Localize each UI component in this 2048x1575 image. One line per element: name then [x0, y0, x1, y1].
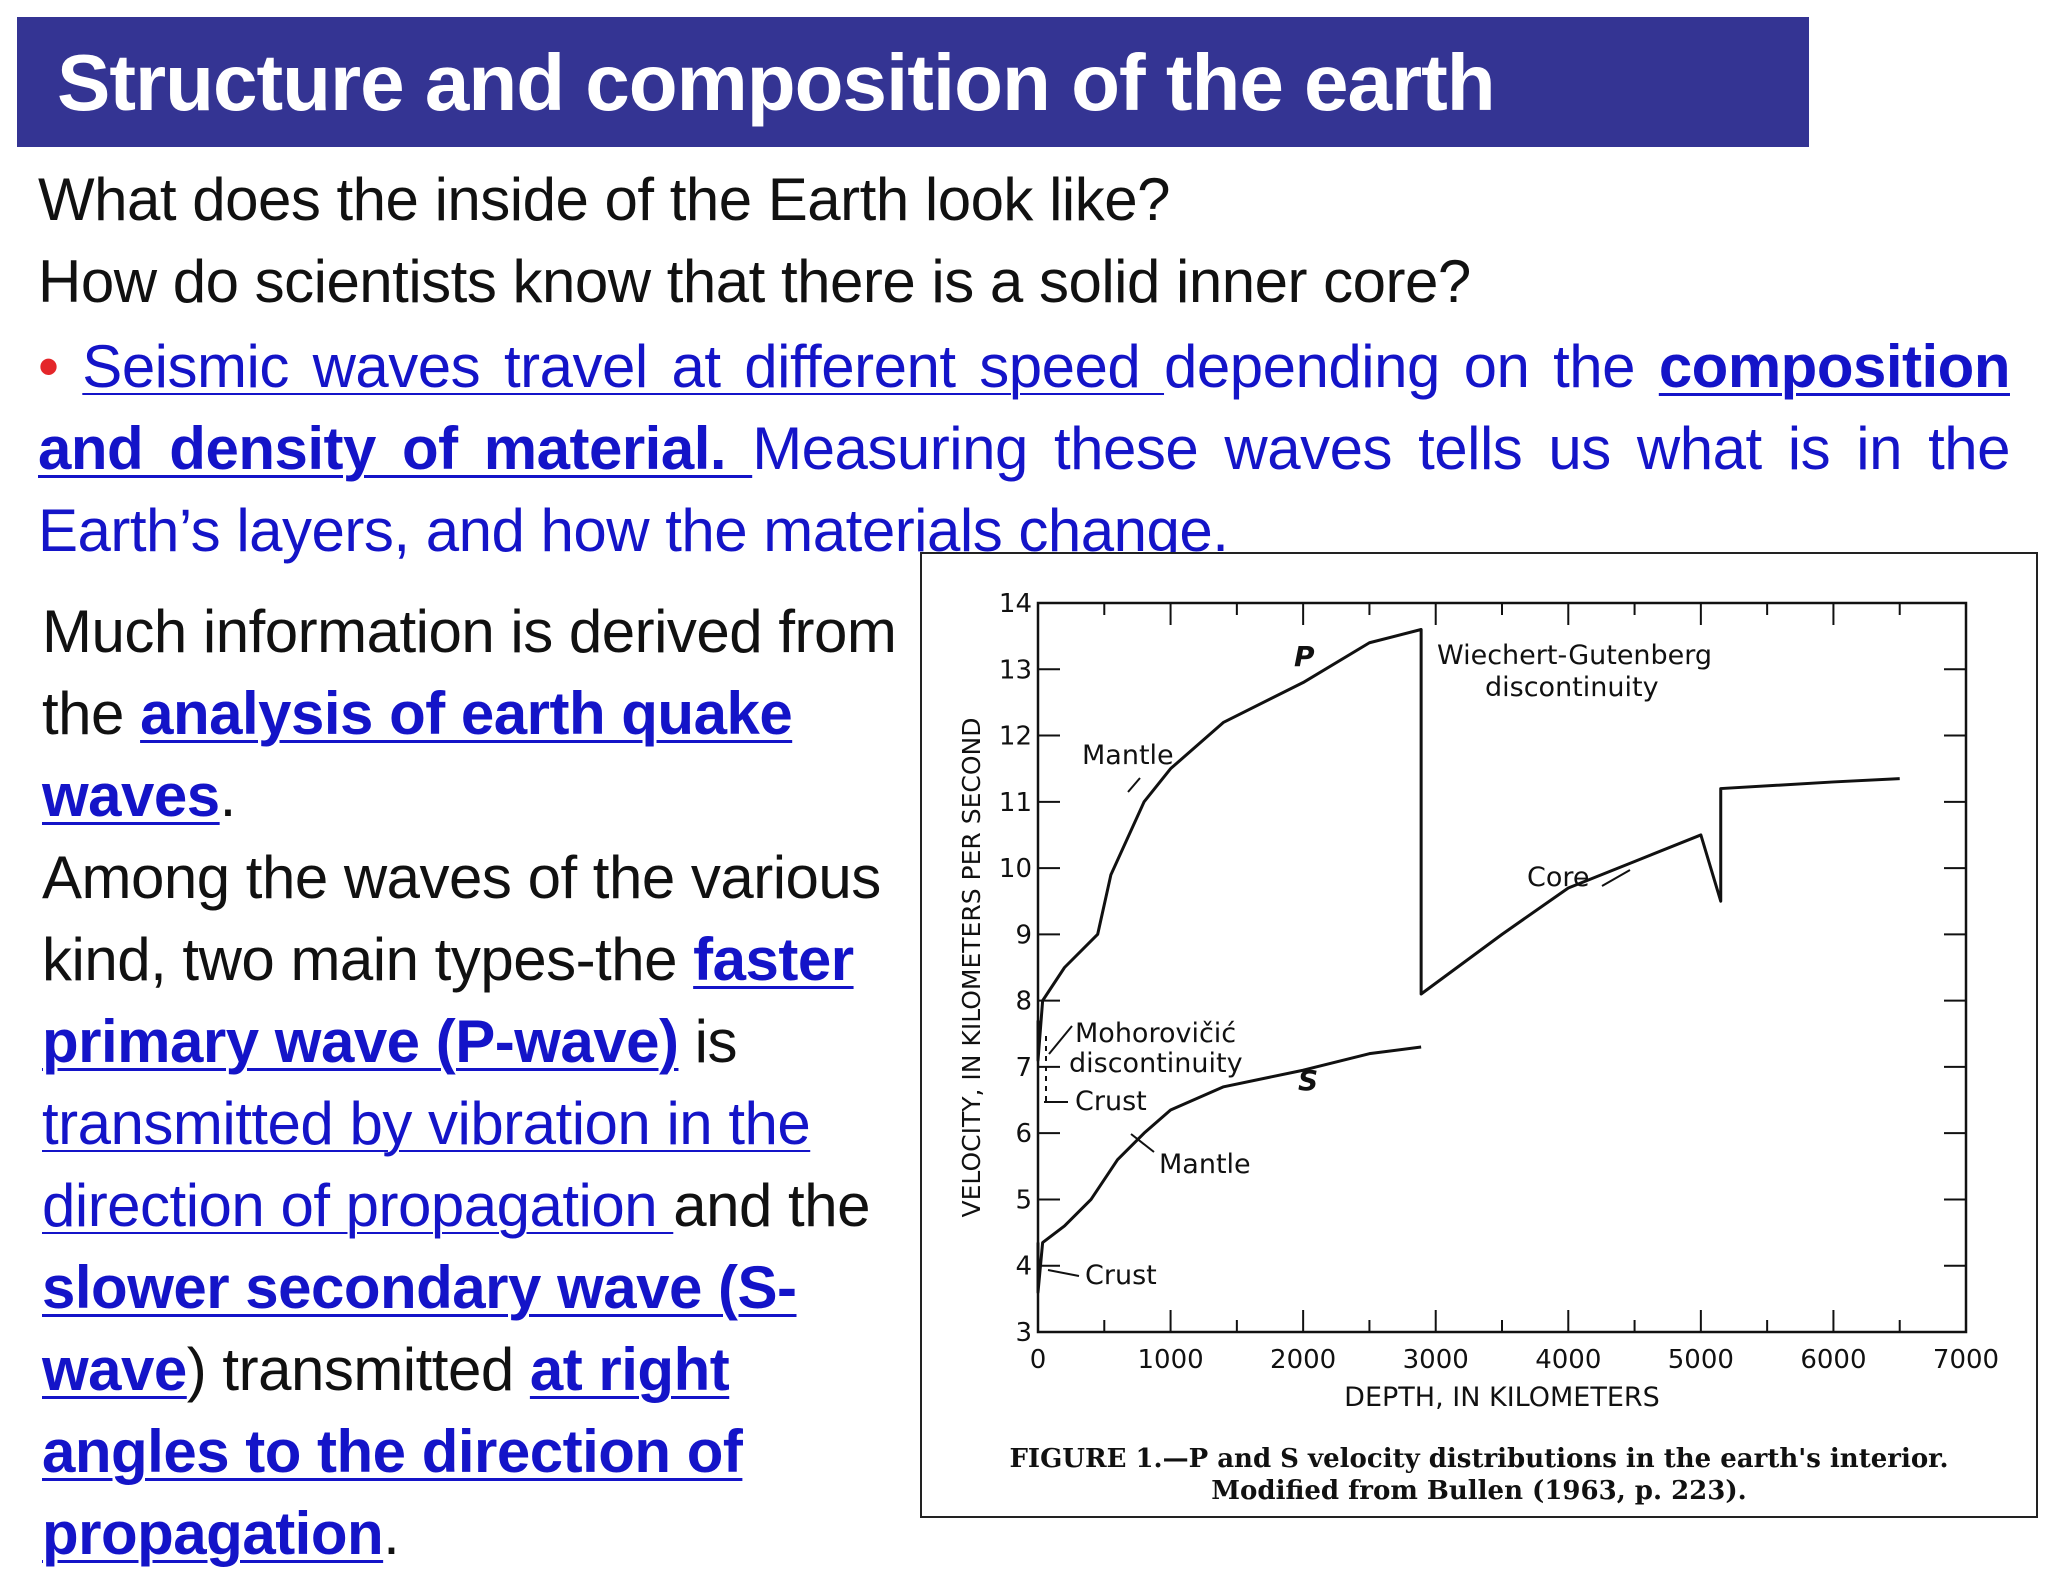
velocity-chart: 0 1000 2000 3000 4000 5000 6000 7000 3 4 5 6 7 8 9 10 11…: [920, 552, 2038, 1518]
crust-p-label: Crust: [1075, 1086, 1147, 1117]
crust-s-label: Crust: [1085, 1260, 1157, 1291]
y-tick-label-11: 11: [999, 788, 1032, 818]
wiechert-gutenberg-label-1: Wiechert-Gutenberg: [1437, 640, 1712, 671]
y-tick-label-5: 5: [1015, 1185, 1032, 1215]
vibration-phrase: transmitted by vibration in the directio…: [42, 1090, 811, 1239]
question-inner-core: How do scientists know that there is a s…: [38, 248, 1471, 315]
composition-density-phrase: composition and density of material.: [38, 333, 2010, 482]
mantle-p-leader: [1127, 777, 1141, 793]
y-tick-label-10: 10: [999, 854, 1032, 884]
s-wave-phrase: slower secondary wave (S-wave: [42, 1254, 797, 1403]
crust-s-leader: [1047, 1269, 1080, 1277]
is-text: is: [678, 1008, 738, 1075]
y-tick-label-4: 4: [1015, 1252, 1032, 1282]
plot-frame: [1036, 601, 1968, 1334]
mantle-p-label: Mantle: [1082, 740, 1174, 771]
wave-description: Much information is derived from the ana…: [42, 591, 922, 1575]
title-bar: Structure and composition of the earth: [17, 17, 1809, 147]
moho-leader: [1048, 1025, 1073, 1055]
seismic-bullet: • Seismic waves travel at different spee…: [38, 326, 2011, 572]
figure-caption-line1: FIGURE 1.—P and S velocity distributions…: [1009, 1444, 1949, 1474]
p-curve-label: P: [1294, 640, 1315, 673]
x-tick-label-6000: 6000: [1800, 1345, 1866, 1375]
slide-title: Structure and composition of the earth: [57, 38, 1496, 127]
y-tick-label-6: 6: [1015, 1119, 1032, 1149]
core-label: Core: [1527, 862, 1590, 893]
figure-caption-line2: Modified from Bullen (1963, p. 223).: [1211, 1476, 1747, 1506]
x-tick-label-0: 0: [1030, 1345, 1047, 1375]
transmitted-text: ) transmitted: [186, 1336, 530, 1403]
period-2: .: [383, 1500, 400, 1567]
period-1: .: [219, 762, 237, 829]
core-leader: [1601, 869, 1631, 887]
x-tick-label-4000: 4000: [1535, 1345, 1601, 1375]
x-tick-label-5000: 5000: [1668, 1345, 1734, 1375]
x-tick-label-7000: 7000: [1933, 1345, 1999, 1375]
y-tick-label-12: 12: [999, 722, 1032, 752]
mohorovicic-label-1: Mohorovičić: [1075, 1018, 1236, 1049]
chart-s-curve-label: S: [1298, 1064, 1318, 1097]
y-tick-label-3: 3: [1015, 1318, 1032, 1348]
mantle-s-label: Mantle: [1159, 1149, 1251, 1180]
info-derived-text: Much information is derived from the: [42, 598, 897, 747]
bullet-marker: •: [38, 333, 59, 400]
y-tick-label-14: 14: [999, 589, 1032, 619]
x-tick-label-3000: 3000: [1403, 1345, 1469, 1375]
y-tick-label-7: 7: [1015, 1053, 1032, 1083]
quake-analysis-phrase: analysis of earth quake waves: [42, 680, 793, 829]
y-tick-label-13: 13: [999, 655, 1032, 685]
among-waves-text: Among the waves of the various kind, two…: [42, 844, 881, 993]
and-the-text: and the: [673, 1172, 870, 1239]
wiechert-gutenberg-label-2: discontinuity: [1485, 672, 1659, 703]
depending-phrase: depending on the: [1164, 333, 1659, 400]
mohorovicic-label-2: discontinuity: [1069, 1048, 1243, 1079]
y-tick-label-8: 8: [1015, 987, 1032, 1017]
mantle-s-leader: [1130, 1133, 1155, 1153]
y-axis-label: VELOCITY, IN KILOMETERS PER SECOND: [957, 718, 986, 1218]
chart-plot: 0 1000 2000 3000 4000 5000 6000 7000 3 4 5 6 7 8 9 10 11…: [957, 589, 1999, 1413]
x-axis-label: DEPTH, IN KILOMETERS: [1344, 1382, 1660, 1413]
p-wave-phrase: faster primary wave (P-wave): [42, 926, 854, 1075]
x-tick-label-2000: 2000: [1270, 1345, 1336, 1375]
question-inside-earth: What does the inside of the Earth look l…: [38, 166, 1171, 233]
y-tick-label-9: 9: [1015, 920, 1032, 950]
series-p-line: [1036, 628, 1900, 1062]
right-angles-phrase: at right angles to the direction of prop…: [42, 1336, 743, 1567]
seismic-speed-phrase: Seismic waves travel at different speed: [82, 333, 1165, 400]
series-s-line: [1036, 1045, 1422, 1294]
x-tick-label-1000: 1000: [1137, 1345, 1203, 1375]
